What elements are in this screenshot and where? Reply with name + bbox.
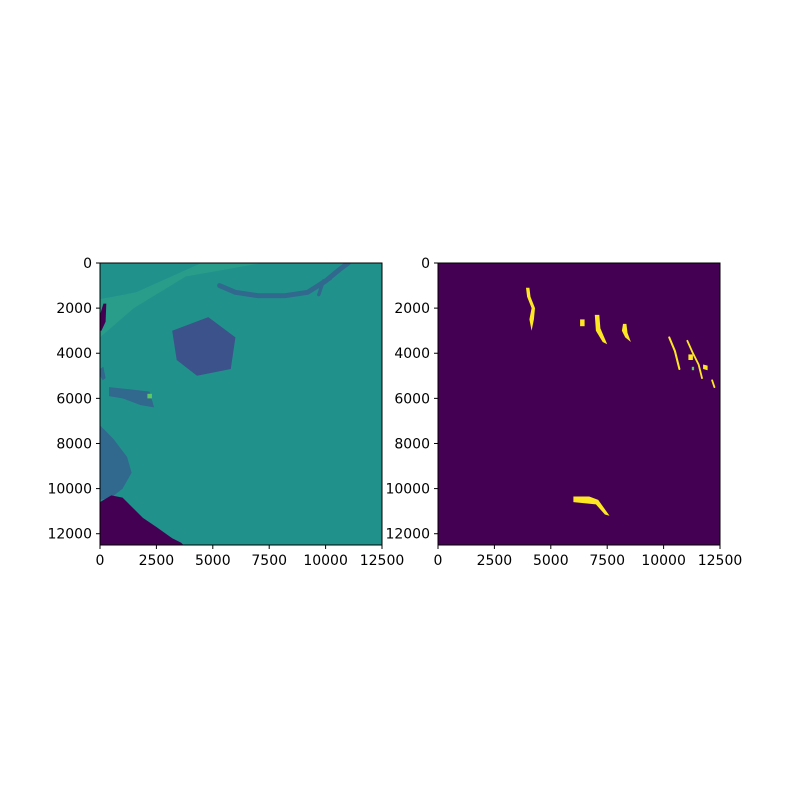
plot-right: 0 2500 5000 7500 10000 12500 0 2000 4000 6000 8000… bbox=[385, 256, 742, 569]
plot-left: 0 2500 5000 7500 10000 12500 0 2000 4000 6000 8000… bbox=[47, 256, 404, 569]
image-right bbox=[438, 263, 720, 545]
x-tick-label-right: 0 bbox=[434, 553, 443, 569]
x-tick-label-left: 2500 bbox=[139, 553, 175, 569]
feature-line-left-2 bbox=[317, 277, 332, 297]
feature-region-left-3 bbox=[100, 303, 107, 331]
y-tick-label-right: 12000 bbox=[385, 527, 430, 543]
feature-region-right-2 bbox=[594, 314, 608, 345]
y-tick-label-right: 4000 bbox=[394, 346, 430, 362]
x-tick-label-right: 12500 bbox=[698, 553, 743, 569]
feature-region-left-9 bbox=[172, 317, 236, 376]
image-background-right bbox=[438, 263, 720, 545]
feature-region-right-3 bbox=[621, 323, 631, 342]
y-tick-label-left: 10000 bbox=[47, 482, 92, 498]
feature-region-left-8 bbox=[100, 495, 184, 545]
feature-region-left-6 bbox=[147, 393, 152, 399]
x-tick-label-left: 7500 bbox=[251, 553, 287, 569]
y-tick-label-right: 8000 bbox=[394, 436, 430, 452]
y-tick-label-left: 2000 bbox=[56, 301, 92, 317]
y-tick-label-left: 0 bbox=[83, 256, 92, 272]
y-tick-label-right: 0 bbox=[421, 256, 430, 272]
x-tick-label-right: 2500 bbox=[477, 553, 513, 569]
y-tick-label-left: 8000 bbox=[56, 436, 92, 452]
y-tick-label-right: 6000 bbox=[394, 391, 430, 407]
x-tick-label-right: 7500 bbox=[589, 553, 625, 569]
y-tick-label-right: 10000 bbox=[385, 482, 430, 498]
x-tick-label-left: 5000 bbox=[195, 553, 231, 569]
feature-region-right-0 bbox=[526, 287, 535, 331]
feature-region-left-7 bbox=[100, 425, 132, 500]
feature-region-left-4 bbox=[100, 366, 106, 381]
feature-line-right-4 bbox=[668, 336, 681, 371]
x-tick-label-left: 0 bbox=[96, 553, 105, 569]
feature-line-right-8 bbox=[711, 379, 716, 389]
x-tick-label-left: 12500 bbox=[360, 553, 405, 569]
feature-region-right-10 bbox=[691, 366, 695, 371]
feature-region-left-5 bbox=[109, 387, 155, 408]
y-tick-label-left: 6000 bbox=[56, 391, 92, 407]
x-tick-label-right: 5000 bbox=[533, 553, 569, 569]
feature-region-right-6 bbox=[688, 354, 693, 360]
feature-region-right-7 bbox=[703, 364, 708, 371]
feature-band-left-0 bbox=[100, 263, 263, 338]
y-tick-label-left: 4000 bbox=[56, 346, 92, 362]
axes-frame-left bbox=[99, 262, 383, 546]
x-tick-label-right: 10000 bbox=[641, 553, 686, 569]
feature-region-right-1 bbox=[580, 319, 585, 327]
axes-frame-right bbox=[437, 262, 721, 546]
feature-region-right-9 bbox=[573, 496, 610, 516]
image-left bbox=[100, 263, 382, 545]
feature-line-right-5 bbox=[686, 339, 703, 380]
y-tick-label-right: 2000 bbox=[394, 301, 430, 317]
feature-line-left-1 bbox=[217, 263, 351, 299]
y-tick-label-left: 12000 bbox=[47, 527, 92, 543]
x-tick-label-left: 10000 bbox=[303, 553, 348, 569]
